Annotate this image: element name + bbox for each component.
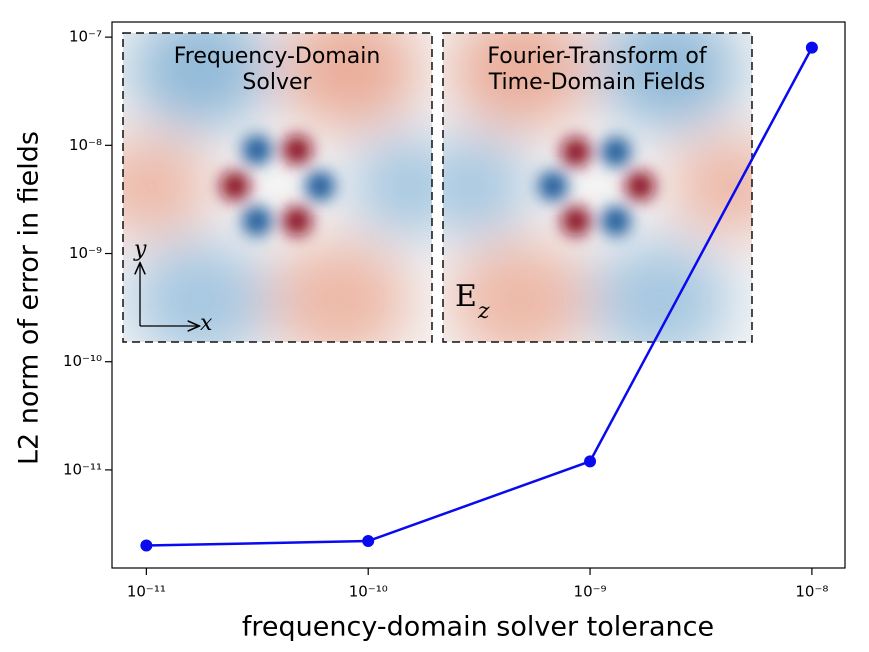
inset-title: Time-Domain Fields xyxy=(488,70,705,95)
x-tick-label: 10⁻⁸ xyxy=(795,583,828,601)
x-tick-label: 10⁻⁹ xyxy=(574,583,607,601)
field-subscript: z xyxy=(477,299,490,324)
point xyxy=(362,535,375,548)
y-tick-label: 10⁻¹⁰ xyxy=(63,352,102,370)
point xyxy=(140,539,153,552)
inset-title: Fourier-Transform of xyxy=(487,44,707,69)
y-axis-label: L2 norm of error in fields xyxy=(14,131,45,465)
inset-border xyxy=(442,32,753,343)
y-tick-label: 10⁻⁷ xyxy=(69,28,102,46)
y-tick-label: 10⁻¹¹ xyxy=(63,460,102,478)
y-tick-label: 10⁻⁹ xyxy=(69,244,102,262)
inset-heatmap xyxy=(443,33,752,342)
field-label: E xyxy=(455,279,477,314)
x-axis-label: frequency-domain solver tolerance xyxy=(242,612,714,643)
point xyxy=(584,455,597,468)
x-tick-label: 10⁻¹⁰ xyxy=(349,583,388,601)
series-line xyxy=(146,47,813,547)
y-tick-label: 10⁻⁸ xyxy=(69,136,102,154)
x-tick-label: 10⁻¹¹ xyxy=(127,583,166,601)
inset-border xyxy=(122,32,433,343)
inset-title: Solver xyxy=(242,70,312,95)
y-arrow-label: y xyxy=(133,237,147,262)
point xyxy=(805,41,818,54)
inset-heatmap xyxy=(123,33,432,342)
x-arrow-label: x xyxy=(200,311,213,336)
inset-title: Frequency-Domain xyxy=(174,44,381,69)
